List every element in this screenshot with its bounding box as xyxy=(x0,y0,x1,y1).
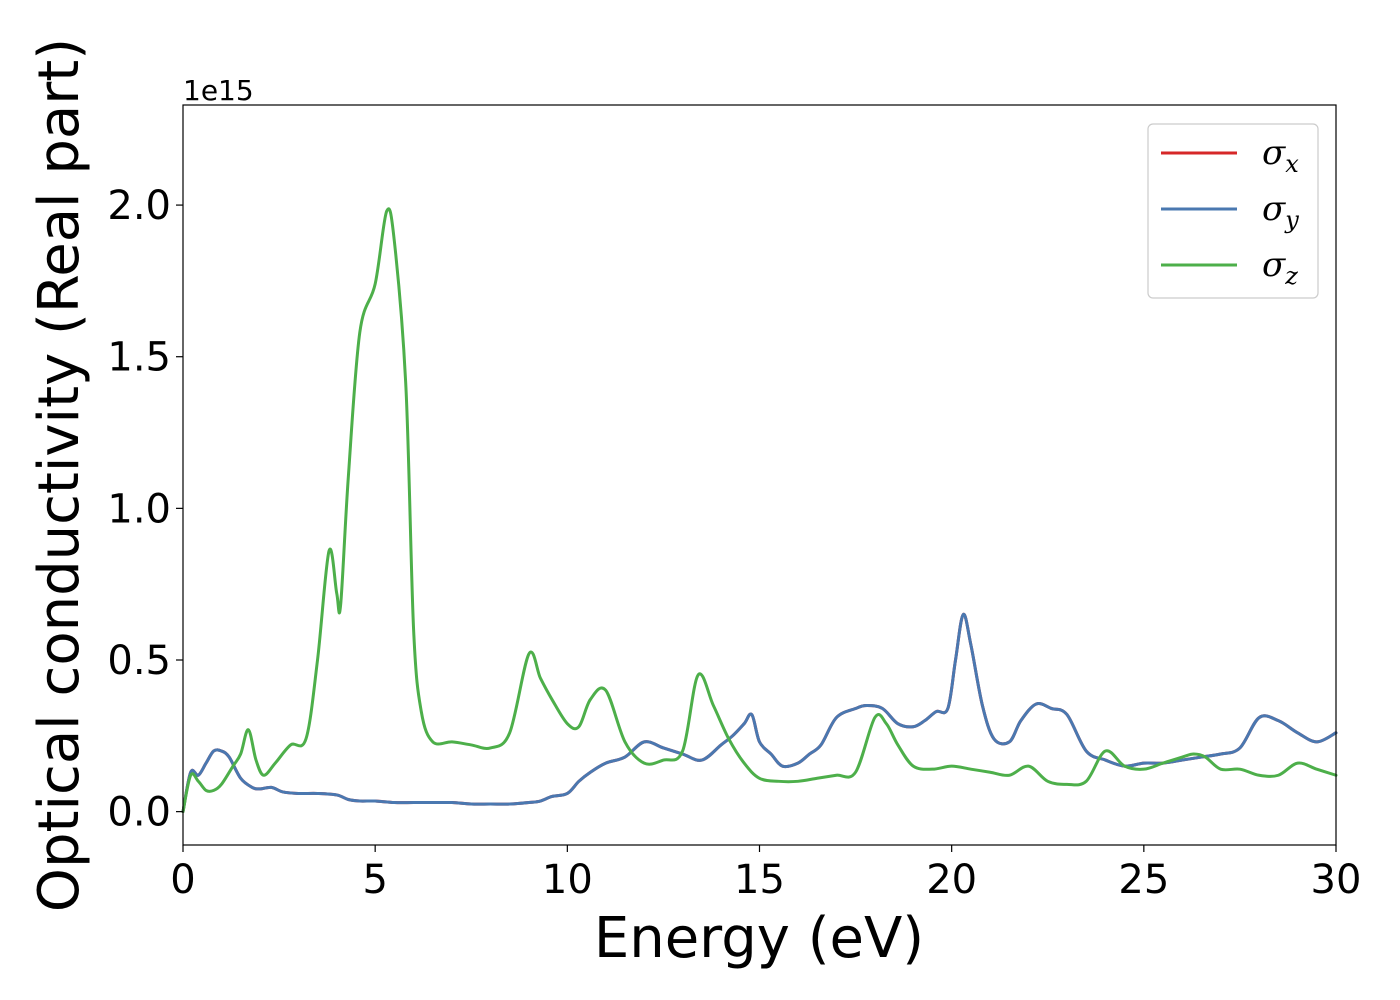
legend: σx σy σz xyxy=(1147,123,1319,299)
y-tick-label: 2.0 xyxy=(107,183,171,229)
x-tick-label: 5 xyxy=(362,857,387,903)
x-axis: 0 5 10 15 20 25 30 xyxy=(170,845,1361,903)
y-tick-label: 0.0 xyxy=(107,790,171,836)
x-tick-label: 20 xyxy=(926,857,977,903)
series-line-sigma-z xyxy=(181,207,1338,814)
x-axis-title: Energy (eV) xyxy=(594,906,924,971)
series-line-sigma-y xyxy=(181,612,1338,814)
legend-label-sigma-x: σx xyxy=(1262,133,1299,178)
x-tick-label: 30 xyxy=(1311,857,1362,903)
y-tick-label: 0.5 xyxy=(107,638,171,684)
y-tick-label: 1.5 xyxy=(107,335,171,381)
y-axis-title: Optical conductivity (Real part) xyxy=(27,38,92,912)
x-tick-label: 0 xyxy=(170,857,195,903)
legend-label-sigma-z: σz xyxy=(1262,245,1298,290)
y-tick-label: 1.0 xyxy=(107,486,171,532)
legend-label-sigma-y: σy xyxy=(1262,189,1299,234)
legend-box xyxy=(1147,123,1319,299)
x-tick-label: 25 xyxy=(1118,857,1169,903)
y-offset-label: 1e15 xyxy=(183,74,254,107)
y-axis: 0.0 0.5 1.0 1.5 2.0 xyxy=(107,183,183,836)
x-tick-label: 10 xyxy=(542,857,593,903)
series-layer xyxy=(181,207,1338,814)
x-tick-label: 15 xyxy=(734,857,785,903)
